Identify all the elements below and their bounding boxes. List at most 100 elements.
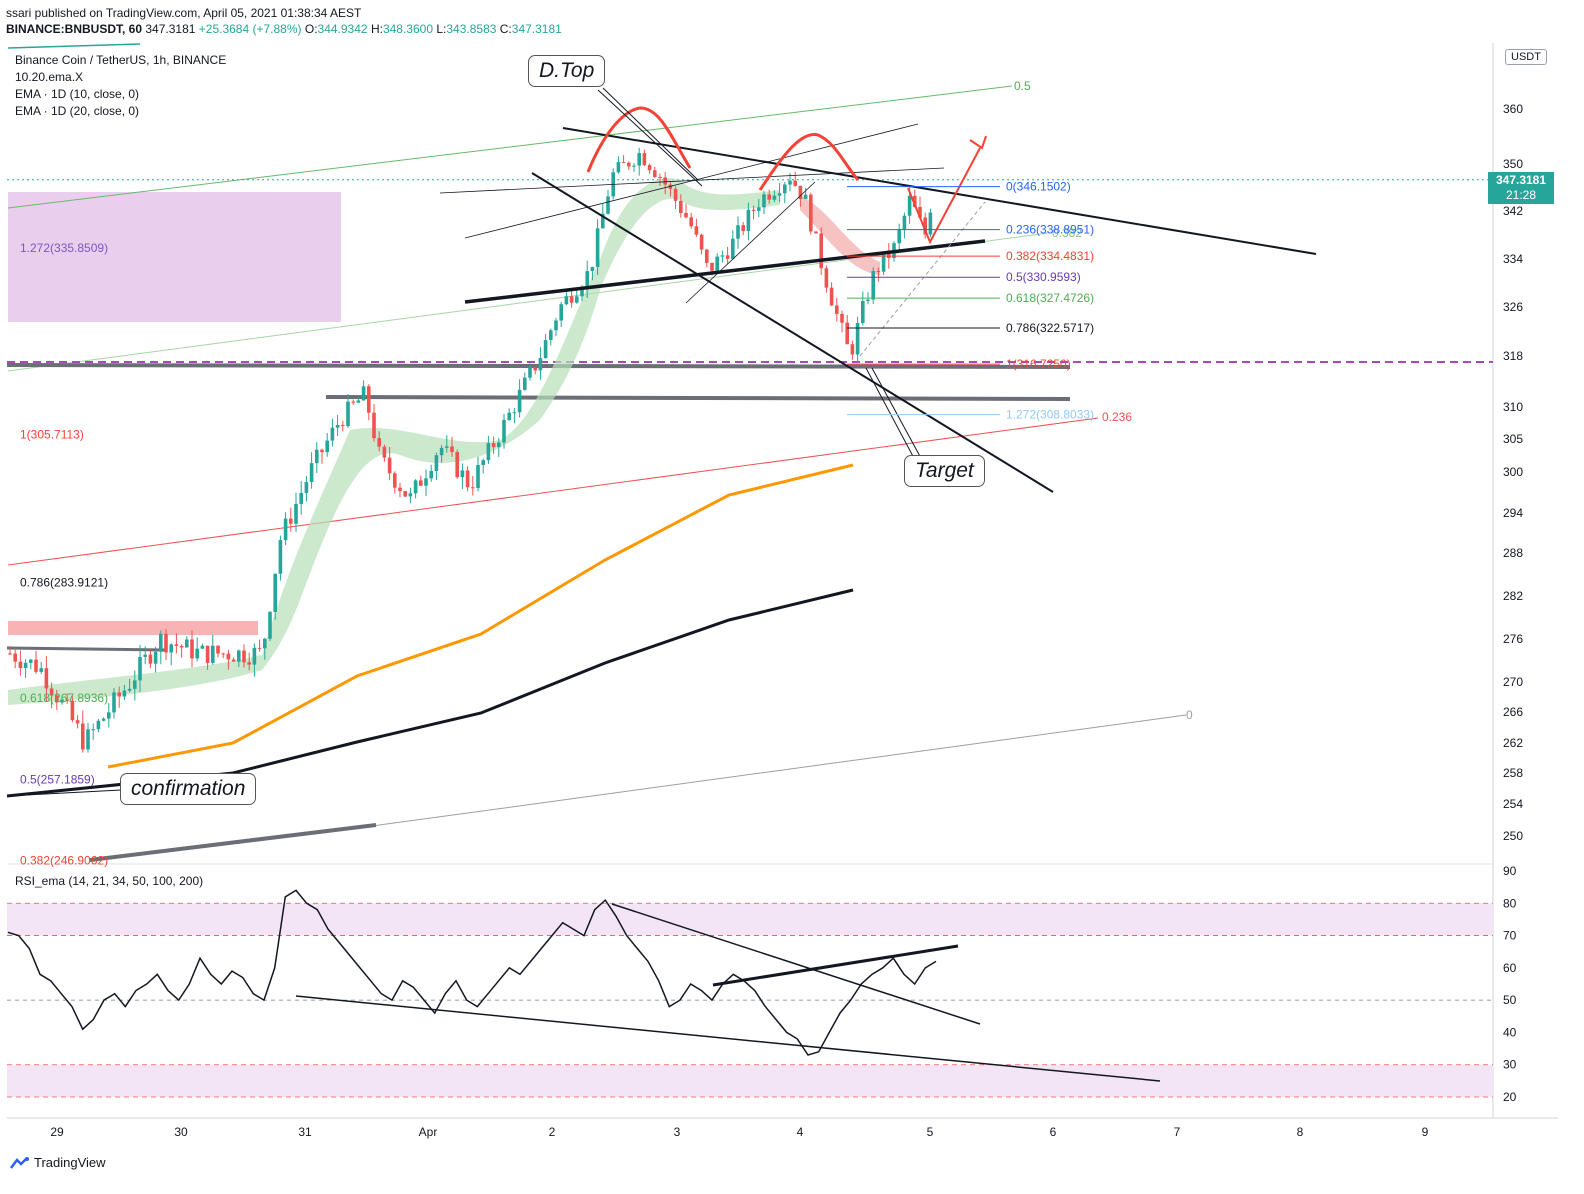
candle-body	[491, 443, 496, 448]
candle-body	[476, 464, 480, 489]
legend-title: Binance Coin / TetherUS, 1h, BINANCE	[15, 53, 227, 67]
channel-thick-segment	[89, 823, 377, 862]
x-tick-7: 5	[927, 1125, 934, 1139]
fib-left-label-2: 0.786(283.9121)	[20, 575, 108, 589]
rsi-legend[interactable]: RSI_ema (14, 21, 34, 50, 100, 200)	[15, 874, 204, 888]
candle-body	[497, 442, 501, 448]
candle-body	[803, 194, 808, 199]
low-value: 343.8583	[446, 22, 497, 36]
legend-indicator-3[interactable]: EMA · 1D (20, close, 0)	[15, 104, 140, 118]
close-label: C:	[499, 22, 512, 36]
candle-body	[647, 165, 652, 171]
candle-body	[793, 180, 797, 186]
candle-body	[403, 491, 407, 497]
candle-body	[595, 228, 600, 267]
rsi-line	[7, 889, 937, 1056]
candle-body	[372, 412, 376, 439]
candle-body	[205, 645, 210, 663]
candle-body	[237, 650, 241, 662]
candle-body	[746, 209, 751, 232]
rsi-y-tick-5: 70	[1503, 929, 1517, 943]
candle-body	[143, 654, 147, 657]
fib-right-label-4: 0.618(327.4726)	[1006, 291, 1094, 305]
candle-body	[819, 233, 823, 269]
open-value: 344.9342	[317, 22, 368, 36]
candle-body	[325, 440, 329, 453]
candle-body	[185, 639, 189, 648]
legend-indicator-2[interactable]: EMA · 1D (10, close, 0)	[15, 87, 140, 101]
candle-body	[367, 386, 371, 413]
candle-body	[601, 213, 605, 229]
candle-body	[23, 662, 28, 668]
high-value: 348.3600	[382, 22, 433, 36]
candle-body	[294, 503, 298, 524]
y-tick-7: 282	[1503, 589, 1523, 603]
channel-label-0236: 0.236	[1102, 410, 1132, 424]
neckline-support	[464, 239, 986, 304]
support-line-318	[6, 363, 1071, 369]
fib-right-label-1: 0.236(338.8951)	[1006, 223, 1094, 237]
candle-body	[29, 659, 33, 663]
candle-body	[512, 412, 517, 414]
candle-body	[122, 690, 127, 697]
candle-body	[517, 389, 522, 413]
x-tick-4: 2	[549, 1125, 556, 1139]
candle-body	[195, 648, 199, 659]
y-tick-13: 318	[1503, 349, 1523, 363]
target-callout: Target	[904, 455, 985, 487]
candle-body	[928, 212, 933, 235]
high-label: H:	[370, 22, 383, 36]
footer-brand: TradingView	[34, 1155, 106, 1170]
x-tick-8: 6	[1050, 1125, 1057, 1139]
candle-body	[684, 212, 688, 218]
candle-body	[387, 457, 392, 474]
y-tick-1: 254	[1503, 797, 1523, 811]
candle-body	[268, 611, 272, 639]
y-tick-2: 258	[1503, 766, 1523, 780]
fib-right-label-0: 0(346.1502)	[1006, 180, 1071, 194]
candle-body	[221, 653, 225, 655]
candle-body	[471, 487, 475, 489]
candle-body	[725, 255, 730, 259]
price-change: +25.3684 (+7.88%)	[198, 22, 302, 36]
footer[interactable]: TradingView	[10, 1155, 106, 1170]
projection-arrow	[907, 147, 981, 245]
rsi-y-tick-3: 50	[1503, 993, 1517, 1007]
candle-body	[138, 656, 142, 681]
rsi-y-tick-4: 60	[1503, 961, 1517, 975]
x-tick-5: 3	[674, 1125, 681, 1139]
x-tick-10: 8	[1297, 1125, 1304, 1139]
last-price: 347.3181	[145, 22, 196, 36]
candle-body	[330, 427, 335, 441]
candle-body	[273, 573, 277, 612]
candle-body	[798, 185, 803, 199]
y-tick-18: 360	[1503, 102, 1523, 116]
candle-body	[148, 654, 153, 664]
supply-zone	[8, 192, 341, 322]
legend-indicator-1[interactable]: 10.20.ema.X	[15, 70, 84, 84]
candle-body	[75, 720, 80, 724]
currency-badge[interactable]: USDT	[1505, 49, 1547, 65]
candle-body	[450, 446, 454, 453]
candle-body	[413, 480, 418, 494]
rsi-band-0	[7, 903, 1493, 936]
candle-body	[835, 305, 839, 314]
x-tick-3: Apr	[419, 1125, 438, 1139]
candle-body	[731, 238, 735, 259]
falling-trendline	[531, 172, 1054, 493]
candle-body	[18, 661, 23, 668]
candle-body	[564, 296, 569, 305]
candle-body	[356, 400, 361, 403]
candle-body	[689, 217, 693, 227]
candle-body	[694, 226, 699, 235]
channel-line-0	[371, 714, 1187, 827]
fib-left-label-3: 0.618(267.8936)	[20, 691, 108, 705]
candle-body	[809, 194, 813, 232]
candle-body	[320, 449, 324, 453]
candle-body	[429, 471, 433, 479]
fib-right-label-7: 1.272(308.8033)	[1006, 408, 1094, 422]
current-price-tag: 347.3181 21:28	[1488, 172, 1554, 204]
candle-body	[96, 720, 101, 730]
fib-right-label-3: 0.5(330.9593)	[1006, 270, 1081, 284]
